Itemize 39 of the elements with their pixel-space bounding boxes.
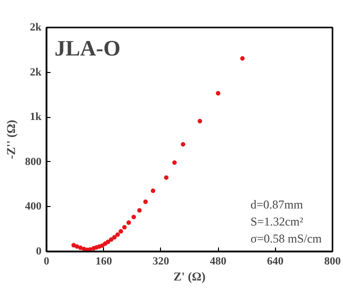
annotation: d=0.87mm bbox=[250, 198, 304, 212]
point bbox=[143, 200, 148, 204]
x-tick-label: 800 bbox=[324, 256, 342, 268]
x-axis-title: Z' (Ω) bbox=[174, 270, 206, 284]
y-tick-label: 2k bbox=[30, 66, 42, 78]
y-tick-label: 800 bbox=[25, 156, 42, 168]
point bbox=[115, 232, 120, 237]
x-tick-label: 320 bbox=[152, 256, 170, 268]
point bbox=[102, 241, 108, 246]
y-tick-label: 400 bbox=[25, 200, 42, 213]
x-tick-label: 640 bbox=[267, 256, 284, 268]
point bbox=[164, 175, 169, 180]
annotation: S=1.32cm² bbox=[250, 214, 304, 228]
point bbox=[180, 142, 186, 147]
point bbox=[106, 240, 110, 244]
annotation: σ=0.58 mS/cm bbox=[250, 232, 322, 246]
chart-title: JLA-O bbox=[54, 36, 120, 60]
point bbox=[137, 208, 142, 213]
x-tick-label: 160 bbox=[95, 256, 112, 268]
point bbox=[108, 237, 114, 242]
point bbox=[198, 118, 202, 124]
y-tick-label: 1k bbox=[30, 111, 42, 124]
point bbox=[118, 229, 124, 234]
point bbox=[172, 160, 177, 165]
point bbox=[78, 246, 83, 250]
y-tick-label: 0 bbox=[36, 246, 42, 258]
point bbox=[131, 214, 136, 220]
x-tick-label: 480 bbox=[210, 256, 227, 268]
point bbox=[122, 225, 127, 230]
point bbox=[126, 220, 131, 225]
point bbox=[240, 56, 245, 61]
point bbox=[150, 188, 156, 194]
point bbox=[216, 90, 220, 96]
x-tick-label: 0 bbox=[44, 256, 50, 268]
point bbox=[71, 242, 76, 248]
y-tick-label: 2k bbox=[30, 22, 42, 34]
y-axis-title: -Z'' (Ω) bbox=[4, 120, 18, 160]
point bbox=[112, 235, 117, 240]
point bbox=[74, 244, 80, 249]
